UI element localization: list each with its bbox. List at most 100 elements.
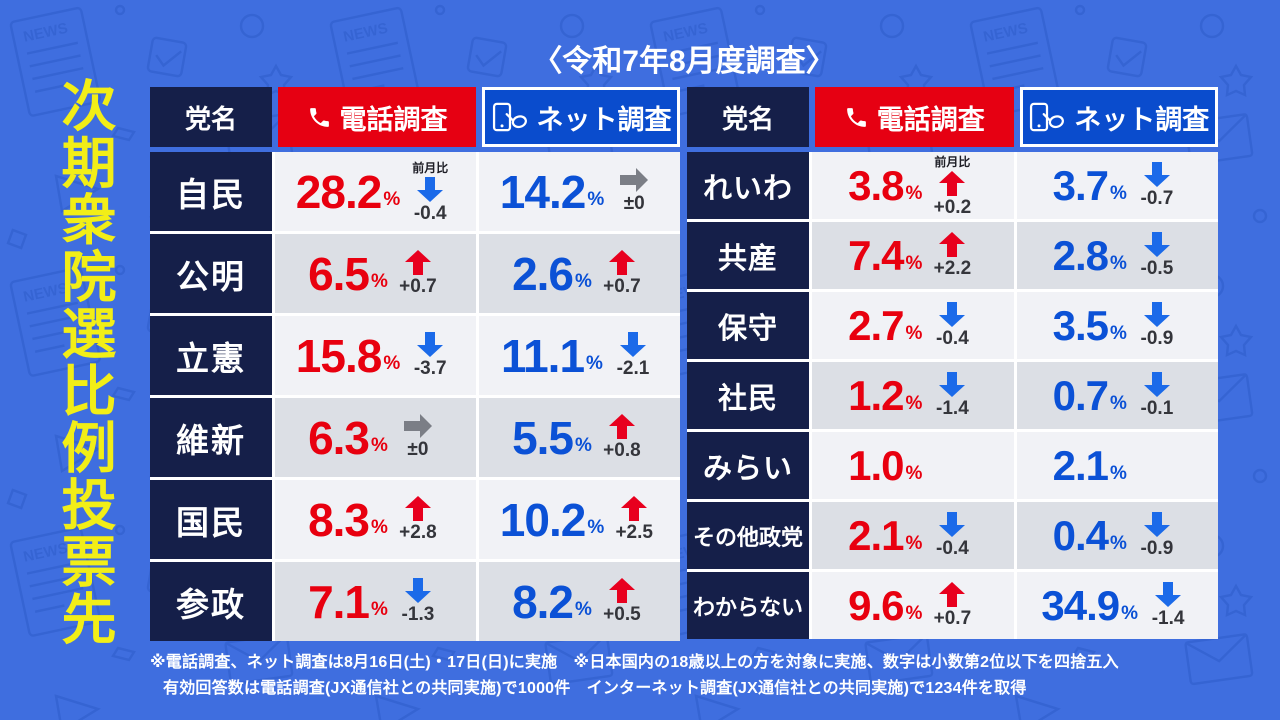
change-value: -0.9: [1140, 537, 1174, 559]
net-percentage: 2.8: [1052, 231, 1109, 279]
trend-indicator: +2.5: [609, 495, 659, 544]
percent-sign: %: [905, 252, 923, 274]
change-value: -0.4: [413, 202, 447, 224]
phone-icon: [846, 107, 866, 127]
percent-sign: %: [905, 322, 923, 344]
phone-result-cell: 2.1% -0.4: [812, 502, 1014, 569]
net-result-cell: 2.6% +0.7: [479, 234, 680, 313]
trend-indicator: +0.8: [597, 413, 647, 462]
change-value: ±0: [623, 193, 645, 214]
phone-result-cell: 1.0%: [812, 432, 1014, 499]
change-value: -1.3: [401, 603, 435, 625]
net-percentage: 2.6: [512, 247, 574, 300]
phone-percentage: 6.5: [308, 247, 370, 300]
phone-result-cell: 3.8% 前月比 +0.2: [812, 152, 1014, 219]
trend-indicator: -0.9: [1132, 301, 1182, 350]
phone-result-cell: 7.4% +2.2: [812, 222, 1014, 289]
phone-percentage: 8.3: [308, 493, 370, 546]
change-value: +0.7: [933, 607, 972, 629]
net-percentage: 34.9: [1041, 581, 1120, 629]
percent-sign: %: [905, 532, 923, 554]
trend-indicator: -0.9: [1132, 511, 1182, 560]
percent-sign: %: [586, 352, 603, 374]
footnotes: ※電話調査、ネット調査は8月16日(土)・17日(日)に実施 ※日本国内の18歳…: [150, 650, 1220, 702]
trend-indicator: -1.3: [393, 577, 443, 626]
percent-sign: %: [383, 188, 401, 210]
smartphone-tap-icon: [492, 102, 527, 132]
percent-sign: %: [905, 462, 923, 484]
phone-percentage: 7.1: [308, 575, 370, 628]
percent-sign: %: [1109, 322, 1127, 344]
net-result-cell: 3.7% -0.7: [1016, 152, 1218, 219]
trend-arrow-icon: [417, 331, 444, 357]
percent-sign: %: [371, 598, 388, 620]
net-survey-header: ネット調査: [482, 87, 680, 147]
party-name: 社民: [687, 362, 809, 429]
net-percentage: 14.2: [499, 165, 587, 218]
trend-arrow-icon: [939, 231, 966, 257]
change-value: +0.7: [603, 275, 641, 297]
party-name: わからない: [687, 572, 809, 639]
trend-indicator: ±0: [609, 168, 659, 215]
percent-sign: %: [371, 270, 388, 292]
change-value: -3.7: [413, 357, 447, 379]
change-value: -1.4: [1151, 607, 1185, 629]
poll-table-left: 党名 電話調査 ネット調査 自民 28.2% 前月比 -0.4: [150, 87, 680, 641]
trend-arrow-icon: [619, 331, 646, 357]
change-value: +0.7: [399, 275, 437, 297]
trend-arrow-icon: [404, 249, 431, 275]
net-percentage: 0.7: [1052, 371, 1109, 419]
survey-period-title: 〈令和7年8月度調査〉: [532, 45, 836, 78]
phone-percentage: 7.4: [848, 231, 904, 279]
trend-arrow-icon: [1143, 231, 1170, 257]
trend-indicator: -1.4: [1143, 581, 1193, 630]
trend-indicator: [927, 465, 977, 466]
net-percentage: 8.2: [512, 575, 574, 628]
change-value: ±0: [407, 439, 429, 460]
party-column-header: 党名: [687, 87, 809, 147]
net-survey-header: ネット調査: [1019, 87, 1218, 147]
phone-percentage: 15.8: [295, 329, 383, 382]
party-name: 保守: [687, 292, 809, 359]
trend-indicator: ±0: [393, 414, 443, 461]
percent-sign: %: [587, 516, 605, 538]
phone-result-cell: 1.2% -1.4: [812, 362, 1014, 429]
change-value: +0.5: [603, 603, 641, 625]
change-value: -0.7: [1140, 187, 1174, 209]
party-name: 自民: [150, 152, 272, 231]
trend-indicator: 前月比 -0.4: [405, 159, 455, 225]
trend-arrow-icon: [608, 577, 635, 603]
change-value: +2.5: [615, 521, 653, 543]
trend-indicator: +2.2: [927, 231, 977, 280]
net-result-cell: 11.1% -2.1: [479, 316, 680, 395]
trend-indicator: +0.7: [393, 249, 443, 298]
phone-result-cell: 6.5% +0.7: [275, 234, 476, 313]
trend-arrow-icon: [404, 577, 431, 603]
trend-arrow-icon: [608, 249, 635, 275]
party-name: 維新: [150, 398, 272, 477]
phone-result-cell: 15.8% -3.7: [275, 316, 476, 395]
trend-arrow-icon: [417, 176, 444, 202]
trend-arrow-icon: [1143, 161, 1170, 187]
net-percentage: 3.5: [1052, 301, 1109, 349]
trend-arrow-icon: [1143, 371, 1170, 397]
change-value: -0.9: [1140, 327, 1174, 349]
net-result-cell: 14.2% ±0: [479, 152, 680, 231]
poll-table-right: 党名 電話調査 ネット調査 れいわ 3.8% 前月比 +0.2: [687, 87, 1218, 639]
phone-survey-header: 電話調査: [278, 87, 476, 147]
page-title: 次期衆院選比例投票先: [53, 77, 115, 647]
trend-indicator: -0.7: [1132, 161, 1182, 210]
phone-percentage: 1.2: [848, 371, 904, 419]
phone-result-cell: 7.1% -1.3: [275, 562, 476, 641]
change-value: +0.2: [933, 196, 972, 218]
change-value: -0.4: [936, 537, 969, 559]
net-result-cell: 3.5% -0.9: [1016, 292, 1218, 359]
trend-arrow-icon: [1155, 581, 1182, 607]
phone-percentage: 1.0: [848, 441, 904, 489]
trend-indicator: +0.7: [597, 249, 647, 298]
party-name: 共産: [687, 222, 809, 289]
footnote-line: 有効回答数は電話調査(JX通信社との共同実施)で1000件 インターネット調査(…: [163, 680, 1027, 697]
phone-result-cell: 28.2% 前月比 -0.4: [275, 152, 476, 231]
phone-result-cell: 9.6% +0.7: [812, 572, 1014, 639]
net-result-cell: 5.5% +0.8: [479, 398, 680, 477]
